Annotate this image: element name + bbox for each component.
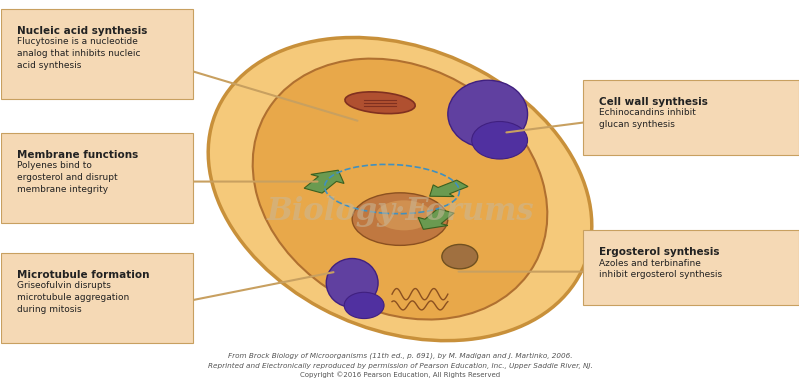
FancyBboxPatch shape bbox=[2, 9, 193, 99]
Ellipse shape bbox=[344, 292, 384, 318]
Polygon shape bbox=[430, 180, 468, 196]
FancyBboxPatch shape bbox=[583, 230, 798, 306]
Ellipse shape bbox=[442, 244, 478, 269]
Text: Polyenes bind to
ergosterol and disrupt
membrane integrity: Polyenes bind to ergosterol and disrupt … bbox=[18, 161, 118, 193]
Ellipse shape bbox=[472, 122, 527, 159]
Polygon shape bbox=[304, 170, 344, 193]
Text: Ergosterol synthesis: Ergosterol synthesis bbox=[599, 247, 720, 257]
Ellipse shape bbox=[376, 200, 432, 230]
Ellipse shape bbox=[208, 38, 592, 340]
Text: Membrane functions: Membrane functions bbox=[18, 150, 138, 160]
Text: Echinocandins inhibit
glucan synthesis: Echinocandins inhibit glucan synthesis bbox=[599, 108, 696, 129]
Text: Reprinted and Electronically reproduced by permission of Pearson Education, Inc.: Reprinted and Electronically reproduced … bbox=[208, 363, 592, 369]
Text: Cell wall synthesis: Cell wall synthesis bbox=[599, 97, 708, 107]
Text: Flucytosine is a nucleotide
analog that inhibits nucleic
acid synthesis: Flucytosine is a nucleotide analog that … bbox=[18, 37, 141, 70]
Text: Azoles and terbinafine
inhibit ergosterol synthesis: Azoles and terbinafine inhibit ergostero… bbox=[599, 258, 722, 279]
Ellipse shape bbox=[448, 80, 527, 148]
Text: Microtubule formation: Microtubule formation bbox=[18, 270, 150, 280]
Text: Biology·Forums: Biology·Forums bbox=[266, 196, 534, 227]
Ellipse shape bbox=[326, 258, 378, 307]
Ellipse shape bbox=[253, 59, 547, 320]
FancyBboxPatch shape bbox=[2, 253, 193, 343]
Ellipse shape bbox=[352, 193, 448, 245]
Polygon shape bbox=[418, 209, 454, 230]
FancyBboxPatch shape bbox=[2, 133, 193, 223]
Text: Nucleic acid synthesis: Nucleic acid synthesis bbox=[18, 26, 148, 36]
Text: Griseofulvin disrupts
microtubule aggregation
during mitosis: Griseofulvin disrupts microtubule aggreg… bbox=[18, 281, 130, 314]
FancyBboxPatch shape bbox=[583, 80, 798, 155]
Ellipse shape bbox=[345, 92, 415, 114]
Text: From Brock Biology of Microorganisms (11th ed., p. 691), by M. Madigan and J. Ma: From Brock Biology of Microorganisms (11… bbox=[228, 353, 572, 359]
Text: Copyright ©2016 Pearson Education, All Rights Reserved: Copyright ©2016 Pearson Education, All R… bbox=[300, 372, 500, 378]
